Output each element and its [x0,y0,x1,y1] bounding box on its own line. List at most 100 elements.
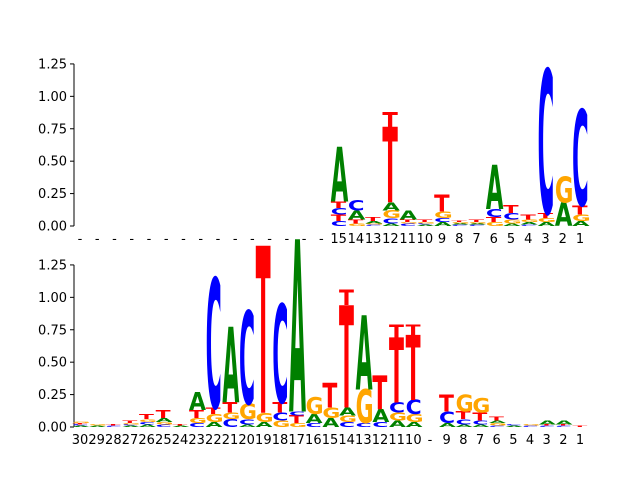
y-tick-label: 0.50 [38,356,67,371]
logo-letter-t: T [572,425,588,427]
logo-letter-g: G [382,209,401,221]
logo-letter-t: T [365,216,382,222]
x-tick-label: 22 [205,433,222,448]
logo-letter-g: G [365,223,384,225]
logo-letter-a: A [382,201,400,213]
logo-letter-t: T [139,413,155,421]
logo-letter-c: C [206,243,222,449]
logo-letter-t: T [382,109,397,133]
y-tick-label: 0.00 [38,421,67,436]
x-tick-label: 14 [338,433,355,448]
logo-letter-t: T [382,107,397,227]
logo-letter-c: C [406,396,422,419]
logo-letter-t: T [206,406,222,417]
logo-letter-a: A [486,154,504,224]
x-tick-label: 7 [472,232,480,247]
logo-letter-g: G [472,395,490,418]
x-tick-label: - [267,232,272,247]
x-tick-label: 16 [305,433,322,448]
x-tick-label: 10 [405,433,422,448]
x-tick-label: 20 [238,433,255,448]
logo-letter-g: G [239,400,257,425]
logo-letter-t: T [339,278,354,441]
logo-letter-a: A [331,134,349,221]
logo-letter-c: C [506,424,522,426]
x-tick-label: - [250,232,255,247]
logo-letter-a: A [339,406,357,418]
logo-letter-c: C [439,408,455,427]
x-tick-label: 17 [288,433,305,448]
logo-letter-t: T [348,219,365,225]
x-tick-label: 19 [255,433,272,448]
x-tick-label: 13 [355,433,372,448]
x-tick-label: 13 [365,232,382,247]
logo-letter-a: A [89,425,106,427]
y-tick-label: 1.00 [38,291,67,306]
logo-letter-c: C [272,411,288,423]
x-tick-label: - [164,232,169,247]
logo-letter-c: C [122,424,138,426]
x-tick-label: - [285,232,290,247]
logo-letter-g: G [555,170,574,212]
logo-letter-g: G [489,422,507,426]
logo-letter-t: T [372,365,387,420]
logo-letter-c: C [539,425,555,427]
x-tick-label: - [95,232,100,247]
x-tick-label: 2 [559,433,567,448]
logo-letter-g: G [339,413,357,424]
logo-letter-c: C [469,224,486,226]
logo-letter-a: A [539,419,557,425]
logo-letter-t: T [339,286,354,311]
logo-letter-t: T [289,414,304,426]
logo-letter-g: G [486,221,505,227]
x-tick-label: 15 [322,433,339,448]
logo-letter-c: C [348,198,365,215]
logo-letter-c: C [356,422,372,428]
logo-letter-a: A [382,223,400,227]
logo-letter-g: G [189,417,207,425]
logo-letter-g: G [406,413,424,425]
logo-letter-t: T [256,202,271,468]
logo-letter-g: G [417,222,436,224]
logo-letter-c: C [434,217,451,223]
logo-letter-a: A [206,420,223,428]
logo-letter-g: G [522,424,540,426]
x-tick-label: 6 [493,433,501,448]
x-tick-label: - [112,232,117,247]
logo-letter-c: C [522,425,538,427]
logo-letter-c: C [106,425,122,427]
x-tick-label: 9 [438,232,446,247]
x-tick-label: - [181,232,186,247]
x-tick-label: 25 [155,433,172,448]
logo-letter-a: A [365,220,383,224]
logo-letter-a: A [439,422,457,428]
x-tick-label: 5 [507,232,515,247]
x-tick-label: 11 [399,232,416,247]
logo-letter-a: A [417,224,435,226]
x-tick-label: 15 [330,232,347,247]
logo-letter-a: A [322,416,339,431]
x-tick-label: 27 [122,433,139,448]
logo-letter-c: C [239,285,255,434]
y-tick-label: 0.50 [38,155,67,170]
logo-letter-c: C [272,277,288,435]
logo-letter-g: G [520,219,539,223]
logo-letter-a: A [506,425,523,427]
x-tick-label: - [319,232,324,247]
logo-letter-c: C [489,425,505,427]
logo-letter-c: C [389,400,405,416]
logo-letter-t: T [272,400,287,416]
x-tick-label: 4 [526,433,534,448]
x-tick-label: - [129,232,134,247]
logo-letter-g: G [389,411,407,423]
x-tick-label: 29 [88,433,105,448]
x-tick-label: 1 [576,433,584,448]
logo-letter-t: T [389,322,404,342]
logo-letter-a: A [538,221,556,227]
logo-letter-a: A [356,297,373,414]
logo-letter-t: T [469,219,484,223]
logo-letter-g: G [139,418,157,422]
x-tick-label: - [198,232,203,247]
logo-letter-t: T [434,192,450,218]
logo-letter-a: A [400,209,419,223]
